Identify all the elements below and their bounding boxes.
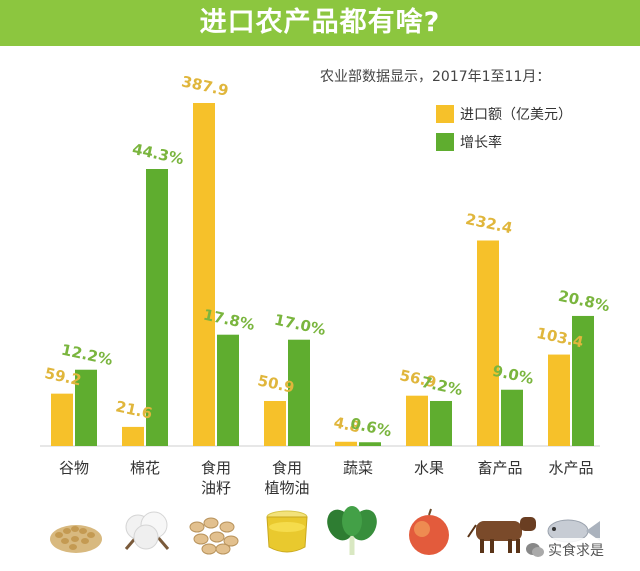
legend-label-growth: 增长率	[460, 135, 502, 151]
wechat-icon	[526, 543, 544, 557]
category-label: 食用植物油	[264, 459, 309, 497]
value-label-growth: 44.3%	[131, 140, 186, 168]
bar-growth	[430, 400, 452, 446]
bar-growth	[75, 369, 97, 446]
category-label: 食用油籽	[201, 459, 231, 497]
category-label: 蔬菜	[343, 459, 373, 477]
cotton-icon	[124, 511, 170, 550]
bar-amount	[51, 393, 73, 446]
category-label: 谷物	[59, 459, 89, 477]
value-label-amount: 232.4	[464, 210, 514, 237]
peanut-icon	[189, 517, 239, 555]
bar-growth	[146, 169, 168, 446]
bar-amount	[406, 395, 428, 446]
watermark-text: 实食求是	[548, 543, 604, 559]
bar-amount	[264, 400, 286, 446]
legend-item-growth: 增长率	[436, 128, 572, 156]
bar-growth	[359, 442, 381, 446]
legend-label-amount: 进口额（亿美元）	[460, 107, 572, 123]
cow-icon	[467, 517, 536, 553]
value-label-amount: 4.8	[332, 413, 362, 436]
category-label: 棉花	[130, 459, 160, 477]
category-label: 水产品	[548, 459, 593, 477]
bar-growth	[288, 339, 310, 446]
bar-amount	[122, 426, 144, 446]
chart-title: 进口农产品都有啥?	[199, 7, 441, 38]
value-label-amount: 387.9	[180, 72, 230, 99]
value-label-amount: 59.2	[43, 364, 83, 389]
bar-growth	[572, 315, 594, 446]
vegetable-icon	[327, 506, 377, 555]
bar-amount	[477, 240, 499, 446]
value-label-growth: 12.2%	[60, 341, 115, 369]
value-label-growth: 7.2%	[420, 373, 464, 399]
title-banner	[0, 0, 640, 46]
category-icons-row	[0, 505, 640, 571]
legend-item-amount: 进口额（亿美元）	[436, 100, 572, 128]
apple-icon	[409, 508, 449, 555]
value-label-growth: 17.0%	[273, 311, 328, 339]
chart-subtitle: 农业部数据显示，2017年1至11月：	[320, 69, 551, 85]
legend-swatch-growth	[436, 133, 454, 151]
legend-swatch-amount	[436, 105, 454, 123]
grain-icon	[50, 525, 102, 553]
chart-legend: 进口额（亿美元） 增长率	[436, 100, 572, 156]
watermark: 实食求是	[520, 538, 610, 562]
value-label-growth: 0.6%	[349, 414, 393, 440]
bar-amount	[548, 354, 570, 446]
category-label: 水果	[414, 459, 444, 477]
category-label: 畜产品	[477, 459, 522, 477]
fish-icon	[547, 519, 600, 543]
bar-growth	[501, 389, 523, 446]
bar-growth	[217, 334, 239, 446]
bar-amount	[193, 103, 215, 446]
bar-amount	[335, 441, 357, 446]
value-label-growth: 20.8%	[557, 287, 612, 315]
bar-chart: 59.212.2%谷物21.644.3%棉花387.917.8%食用油籽50.9…	[40, 72, 612, 497]
oil-icon	[266, 510, 308, 553]
